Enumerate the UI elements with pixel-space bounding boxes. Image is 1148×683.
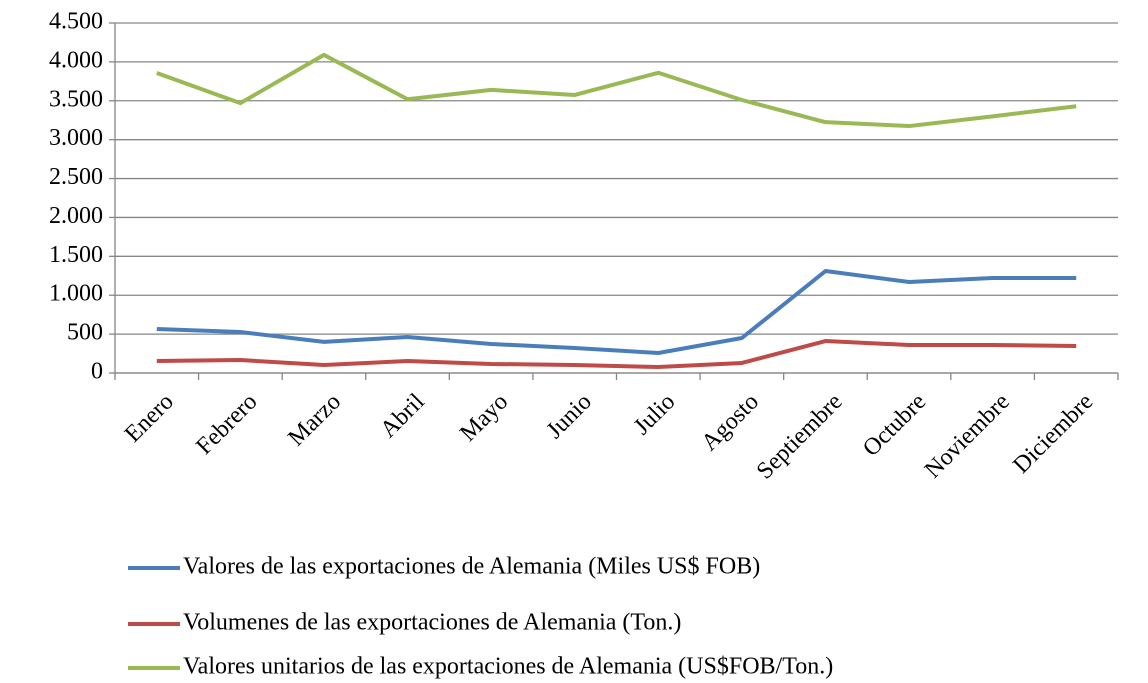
series-line [156, 269, 1077, 356]
y-tick-label: 2.500 [49, 164, 103, 190]
x-tick-label: Diciembre [1008, 389, 1098, 479]
x-tick-label: Junio [542, 389, 597, 444]
x-tick-label: Mayo [455, 389, 513, 447]
x-tick-label: Marzo [283, 389, 346, 452]
y-tick-label: 1.500 [49, 242, 103, 268]
series-line [156, 52, 1077, 129]
x-tick-label: Octubre [858, 389, 931, 462]
y-tick-label: 0 [91, 359, 103, 385]
y-tick-label: 500 [67, 320, 103, 346]
x-tick-label: Julio [629, 389, 680, 440]
x-tick-label: Abril [375, 389, 429, 443]
legend-label: Valores de las exportaciones de Alemania… [183, 554, 760, 580]
x-tick-label: Noviembre [920, 389, 1015, 484]
y-tick-label: 4.500 [49, 9, 103, 35]
y-tick-label: 1.000 [49, 281, 103, 307]
legend-label: Volumenes de las exportaciones de Aleman… [183, 610, 681, 636]
x-tick-label: Febrero [191, 389, 262, 460]
series-line [156, 339, 1077, 370]
x-tick-label: Septiembre [752, 389, 848, 485]
y-tick-label: 3.000 [49, 125, 103, 151]
y-tick-label: 3.500 [49, 86, 103, 112]
x-tick-label: Agosto [697, 389, 764, 456]
legend-label: Valores unitarios de las exportaciones d… [183, 654, 833, 680]
y-tick-label: 2.000 [49, 203, 103, 229]
x-tick-label: Enero [120, 389, 179, 448]
y-tick-label: 4.000 [49, 47, 103, 73]
